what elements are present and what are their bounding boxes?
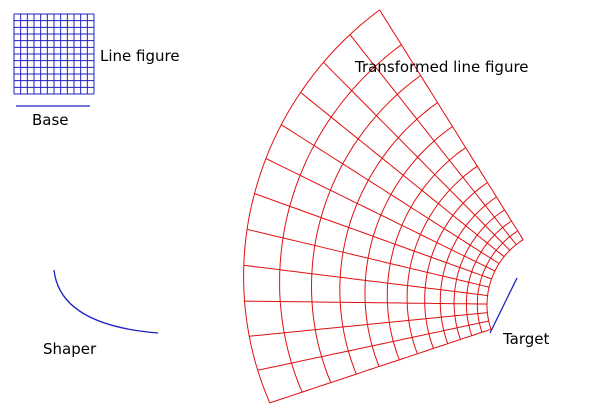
line-figure: [13, 13, 95, 95]
radial-line: [269, 328, 492, 404]
arc-line: [486, 239, 524, 330]
arc-line: [364, 126, 453, 367]
arc-line: [279, 44, 402, 393]
arc-line: [243, 9, 380, 404]
shaper-curve: [53, 269, 159, 334]
transformed-figure: [243, 9, 524, 404]
arc-line: [310, 75, 421, 383]
shaper-label: Shaper: [43, 340, 97, 358]
transformed-label: Transformed line figure: [354, 58, 529, 76]
radial-line: [257, 320, 489, 371]
target-line: [489, 277, 518, 334]
radial-line: [249, 312, 488, 337]
base-label: Base: [32, 111, 69, 129]
arc-line: [339, 102, 438, 375]
line-figure-label: Line figure: [100, 47, 180, 65]
target-label: Target: [502, 330, 550, 348]
